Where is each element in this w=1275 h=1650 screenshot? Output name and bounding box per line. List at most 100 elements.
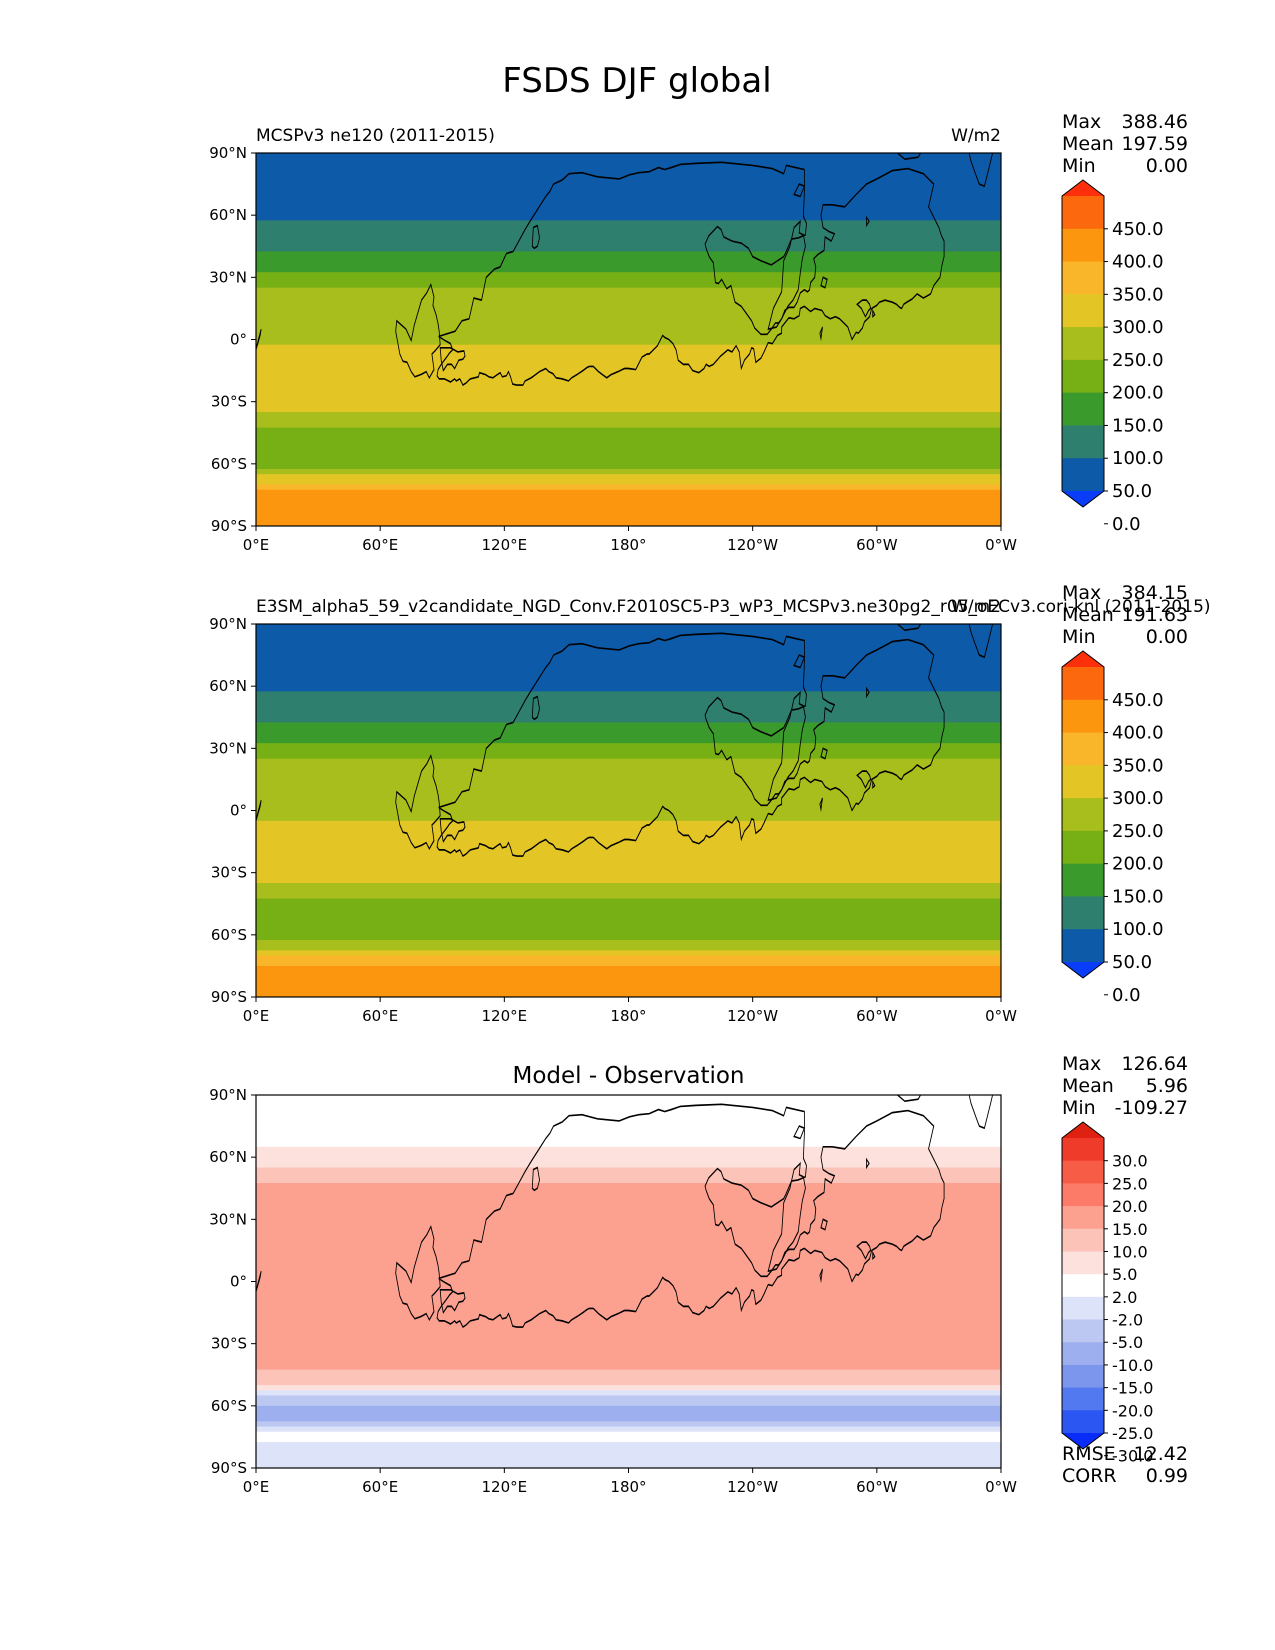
field-band [256,1141,1001,1148]
y-tick-label: 60°S [211,926,247,944]
field-band [256,945,1001,951]
field-band [256,1411,1001,1417]
field-band [256,1177,1001,1184]
field-band [256,1405,1001,1412]
colorbar-swatch [1062,196,1104,230]
colorbar-swatch [1062,667,1104,701]
stat-value: 126.64 [1122,1053,1188,1075]
y-tick-label: 90°S [211,1459,247,1477]
colorbar-tick-label: 15.0 [1112,1220,1148,1239]
field-band [256,867,1001,874]
colorbar-tick-label: 0.0 [1112,514,1141,535]
colorbar-extend-max [1062,180,1104,196]
field-band [256,251,1001,258]
field-band [256,1219,1001,1226]
stat-label: Min [1062,1097,1096,1119]
field-band [256,370,1001,377]
field-band [256,706,1001,713]
field-band [256,1265,1001,1272]
x-tick-label: 120°W [727,1007,778,1025]
field-band [256,298,1001,304]
field-band [256,712,1001,718]
field-band [256,494,1001,501]
field-band [256,955,1001,962]
field-band [256,846,1001,853]
field-band [256,903,1001,910]
x-tick-label: 0°E [243,536,270,554]
stat-value: 0.00 [1146,155,1188,177]
field-band [256,241,1001,247]
colorbar-extend-min [1062,1433,1104,1449]
field-band [256,432,1001,439]
x-tick-label: 60°E [362,1007,398,1025]
field-band [256,1131,1001,1138]
field-band [256,1198,1001,1205]
stat-label: Mean [1062,1075,1114,1097]
stat-label: Min [1062,626,1096,648]
stat-label: Max [1062,111,1101,133]
field-band [256,235,1001,242]
field-band [256,960,1001,967]
field-band [256,1234,1001,1241]
panel-title-left: E3SM_alpha5_59_v2candidate_NGD_Conv.F201… [256,597,1211,617]
field-band [256,1095,1001,1101]
colorbar-swatch [1062,830,1104,865]
x-tick-label: 180° [610,536,646,554]
field-band [256,872,1001,879]
colorbar-tick-label: 50.0 [1112,481,1152,502]
field-band [256,851,1001,858]
panel-units: W/m2 [951,597,1001,617]
field-band [256,722,1001,729]
field-band [256,1172,1001,1179]
y-tick-label: 60°N [209,206,247,224]
field-band [256,184,1001,190]
field-band [256,1146,1001,1153]
colorbar-extend-min [1062,491,1104,507]
field-band [256,339,1001,346]
field-band [256,209,1001,216]
x-tick-label: 120°E [482,1478,528,1496]
colorbar-swatch [1062,1251,1104,1275]
field-band [256,888,1001,894]
stat-value: 191.63 [1122,604,1188,626]
field-band [256,1364,1001,1371]
field-band [256,199,1001,206]
field-band [256,1136,1001,1143]
map-field [256,624,1001,997]
field-band [256,1312,1001,1319]
field-band [256,401,1001,408]
colorbar-swatch [1062,798,1104,832]
field-band [256,308,1001,315]
colorbar-swatch [1062,1160,1104,1184]
y-tick-label: 60°N [209,1148,247,1166]
field-band [256,1431,1001,1438]
colorbar: 30.0 25.0 20.0 15.0 10.0 5.0 2.0 -2.0 -5.0 -10.0 -… [1061,1121,1153,1466]
field-band [256,1250,1001,1257]
colorbar-extend-max [1062,651,1104,667]
field-band [256,375,1001,382]
colorbar-tick-label: 350.0 [1112,284,1164,305]
colorbar-tick-label: 50.0 [1112,952,1152,973]
field-band [256,334,1001,341]
colorbar-tick-label: -15.0 [1112,1379,1153,1398]
field-band [256,437,1001,444]
field-band [256,820,1001,827]
stat-label: Min [1062,155,1096,177]
field-band [256,313,1001,320]
field-band [256,303,1001,310]
field-band [256,1354,1001,1360]
field-band [256,794,1001,801]
field-band [256,1167,1001,1174]
colorbar-tick-label: -2.0 [1112,1311,1143,1330]
figure-title: FSDS DJF global [502,61,771,101]
colorbar-swatch [1062,1387,1104,1411]
field-band [256,158,1001,164]
colorbar-tick-label: 450.0 [1112,219,1164,240]
y-tick-label: 30°S [211,864,247,882]
field-band [256,1400,1001,1407]
field-band [256,1286,1001,1293]
colorbar-tick-label: 20.0 [1112,1197,1148,1216]
y-tick-label: 90°S [211,988,247,1006]
field-band [256,774,1001,781]
field-band [256,1151,1001,1158]
